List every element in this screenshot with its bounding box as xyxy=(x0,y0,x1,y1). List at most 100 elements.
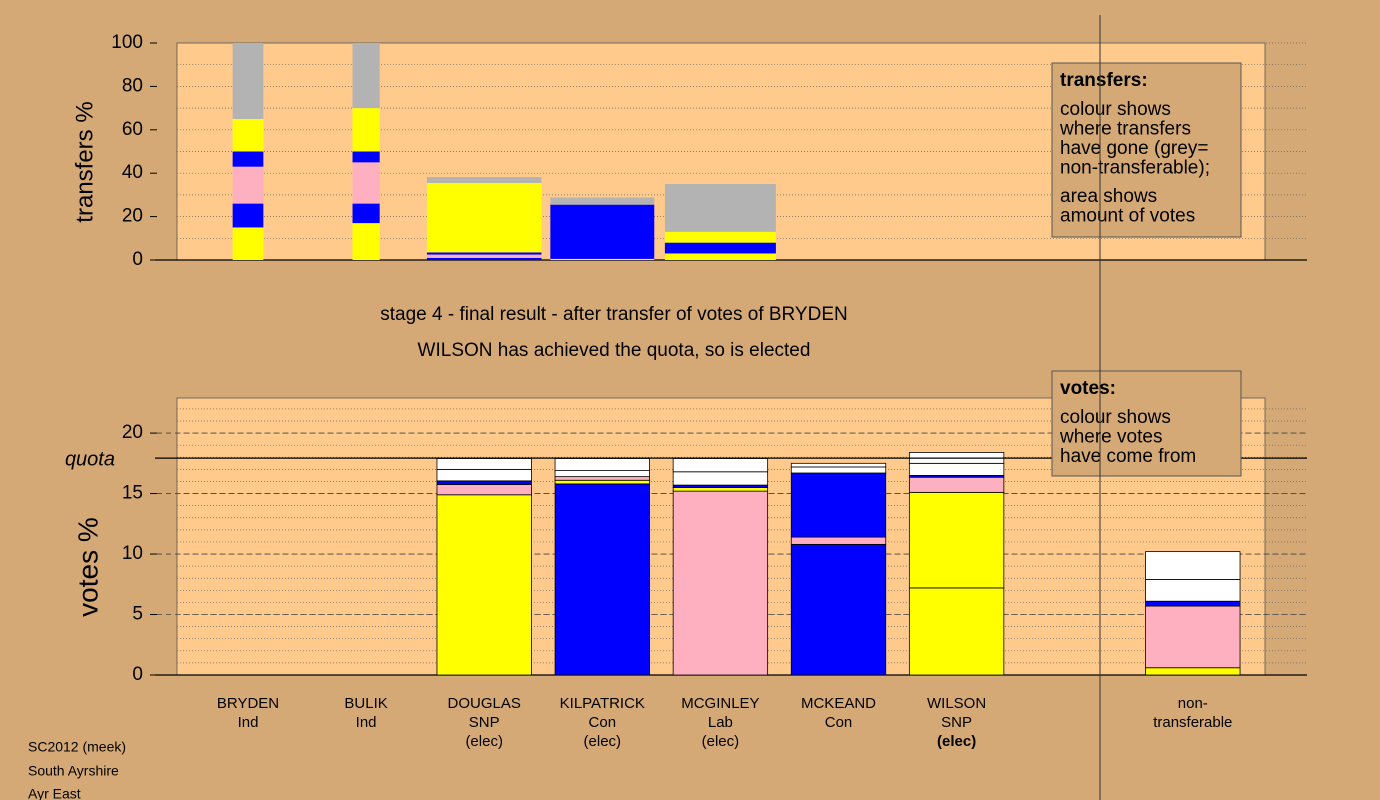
y-axis-label: transfers % xyxy=(71,101,98,222)
x-tick-label: WILSON xyxy=(927,695,986,712)
y-tick-label: 0 xyxy=(132,664,143,685)
x-tick-label: MCGINLEY xyxy=(681,695,759,712)
legend-text: amount of votes xyxy=(1060,206,1195,227)
legend-text: have come from xyxy=(1060,446,1196,467)
bar-segment xyxy=(426,254,542,258)
y-tick-label: 0 xyxy=(132,249,143,270)
bar-segment xyxy=(908,476,1005,493)
bar-segment xyxy=(554,458,650,471)
bar-segment xyxy=(550,204,655,259)
x-tick-label: (elec) xyxy=(702,733,740,750)
bar-segment xyxy=(550,197,655,205)
footer-line: SC2012 (meek) xyxy=(28,739,126,755)
legend-text: have gone (grey= xyxy=(1060,138,1208,159)
x-tick-label: SNP xyxy=(469,714,500,731)
bar-segment xyxy=(232,151,264,167)
legend-text: non-transferable); xyxy=(1060,158,1210,179)
y-tick-label: 15 xyxy=(122,483,143,504)
x-tick-label: KILPATRICK xyxy=(560,695,645,712)
bar-segment xyxy=(352,162,380,204)
bar-segment xyxy=(352,223,380,260)
bar-segment xyxy=(352,108,380,152)
bar-segment xyxy=(664,242,776,254)
bar-segment xyxy=(554,479,650,485)
bar-segment xyxy=(426,177,542,183)
legend-text: colour shows xyxy=(1060,407,1171,428)
bar-segment xyxy=(672,490,769,676)
footer-line: South Ayrshire xyxy=(28,763,119,779)
y-tick-label: 20 xyxy=(122,206,143,227)
bar-segment xyxy=(436,458,532,470)
x-tick-label: (elec) xyxy=(465,733,503,750)
bar-segment xyxy=(1145,551,1241,580)
bar-segment xyxy=(554,476,650,481)
legend-title: votes: xyxy=(1060,378,1116,399)
x-tick-label: Ind xyxy=(238,714,259,731)
y-tick-label: 20 xyxy=(122,422,143,443)
bar-segment xyxy=(426,252,542,255)
legend-text: colour shows xyxy=(1060,99,1171,120)
y-tick-label: 100 xyxy=(111,32,143,53)
legend-text: where transfers xyxy=(1059,119,1191,140)
bar-segment xyxy=(672,471,769,486)
bar-segment xyxy=(790,462,887,468)
bar-segment xyxy=(232,227,264,260)
x-tick-label: SNP xyxy=(941,714,972,731)
legend-box xyxy=(1051,62,1242,238)
bar-segment xyxy=(426,182,542,253)
x-tick-label: Ind xyxy=(356,714,377,731)
bar-segment xyxy=(426,257,542,260)
bar-segment xyxy=(672,487,769,492)
bar-segment xyxy=(908,462,1005,476)
bar-segment xyxy=(232,43,264,119)
bar-segment xyxy=(908,491,1005,589)
bar-segment xyxy=(790,536,887,545)
bar-segment xyxy=(790,466,887,474)
bar-segment xyxy=(664,253,776,260)
bar-segment xyxy=(352,203,380,224)
bar-segment xyxy=(550,258,655,260)
bar-segment xyxy=(1145,579,1241,602)
legend-title: transfers: xyxy=(1060,70,1148,91)
x-tick-label: BULIK xyxy=(344,695,387,712)
bar-segment xyxy=(554,483,650,676)
legend-text: where votes xyxy=(1059,427,1162,448)
bar-segment xyxy=(1145,667,1241,676)
bar-segment xyxy=(908,587,1005,676)
bar-segment xyxy=(1145,600,1241,607)
bar-segment xyxy=(232,166,264,204)
bar-segment xyxy=(436,468,532,482)
bar-segment xyxy=(554,470,650,478)
y-tick-label: 10 xyxy=(122,543,143,564)
result-text: WILSON has achieved the quota, so is ele… xyxy=(418,340,811,361)
bar-segment xyxy=(352,43,380,109)
bar-segment xyxy=(790,472,887,538)
x-tick-label: Lab xyxy=(708,714,733,731)
bar-segment xyxy=(436,494,532,676)
bar-segment xyxy=(664,184,776,232)
quota-label: quota xyxy=(65,448,115,470)
x-tick-label: (elec) xyxy=(937,733,976,750)
stage-text: stage 4 - final result - after transfer … xyxy=(380,304,847,325)
x-tick-label: DOUGLAS xyxy=(448,695,521,712)
bar-segment xyxy=(672,458,769,473)
x-tick-label: transferable xyxy=(1153,714,1232,731)
x-tick-label: MCKEAND xyxy=(801,695,876,712)
bar-segment xyxy=(232,118,264,152)
bar-segment xyxy=(232,203,264,228)
footer-line: Ayr East xyxy=(28,786,81,800)
y-tick-label: 60 xyxy=(122,119,143,140)
y-axis-label: votes % xyxy=(72,517,103,617)
bar-segment xyxy=(436,480,532,485)
legend-box xyxy=(1051,370,1242,477)
x-tick-label: (elec) xyxy=(584,733,622,750)
x-tick-label: Con xyxy=(825,714,853,731)
y-tick-label: 5 xyxy=(132,604,143,625)
x-tick-label: Con xyxy=(589,714,617,731)
bar-segment xyxy=(436,484,532,496)
y-tick-label: 40 xyxy=(122,162,143,183)
bar-segment xyxy=(664,231,776,243)
bar-segment xyxy=(352,151,380,163)
